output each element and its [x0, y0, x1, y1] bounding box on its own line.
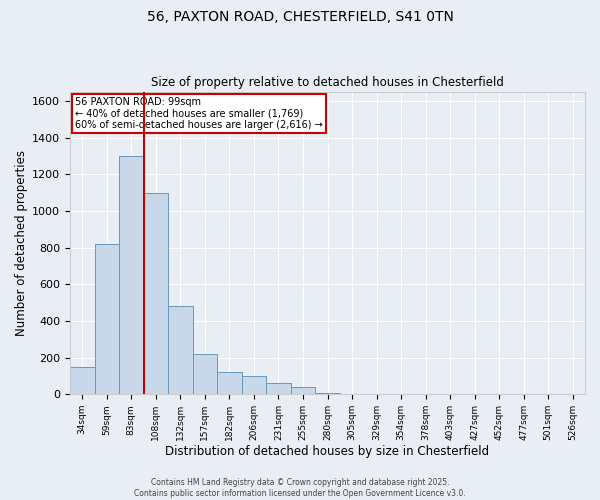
Title: Size of property relative to detached houses in Chesterfield: Size of property relative to detached ho…: [151, 76, 504, 90]
Bar: [168, 306, 193, 394]
Bar: [291, 387, 315, 394]
Bar: [70, 367, 95, 394]
Y-axis label: Number of detached properties: Number of detached properties: [15, 150, 28, 336]
Text: 56 PAXTON ROAD: 99sqm
← 40% of detached houses are smaller (1,769)
60% of semi-d: 56 PAXTON ROAD: 99sqm ← 40% of detached …: [75, 96, 323, 130]
X-axis label: Distribution of detached houses by size in Chesterfield: Distribution of detached houses by size …: [166, 444, 490, 458]
Bar: [193, 354, 217, 394]
Bar: [315, 393, 340, 394]
Bar: [242, 376, 266, 394]
Text: Contains HM Land Registry data © Crown copyright and database right 2025.
Contai: Contains HM Land Registry data © Crown c…: [134, 478, 466, 498]
Bar: [143, 193, 168, 394]
Text: 56, PAXTON ROAD, CHESTERFIELD, S41 0TN: 56, PAXTON ROAD, CHESTERFIELD, S41 0TN: [146, 10, 454, 24]
Bar: [266, 383, 291, 394]
Bar: [217, 372, 242, 394]
Bar: [95, 244, 119, 394]
Bar: [119, 156, 143, 394]
